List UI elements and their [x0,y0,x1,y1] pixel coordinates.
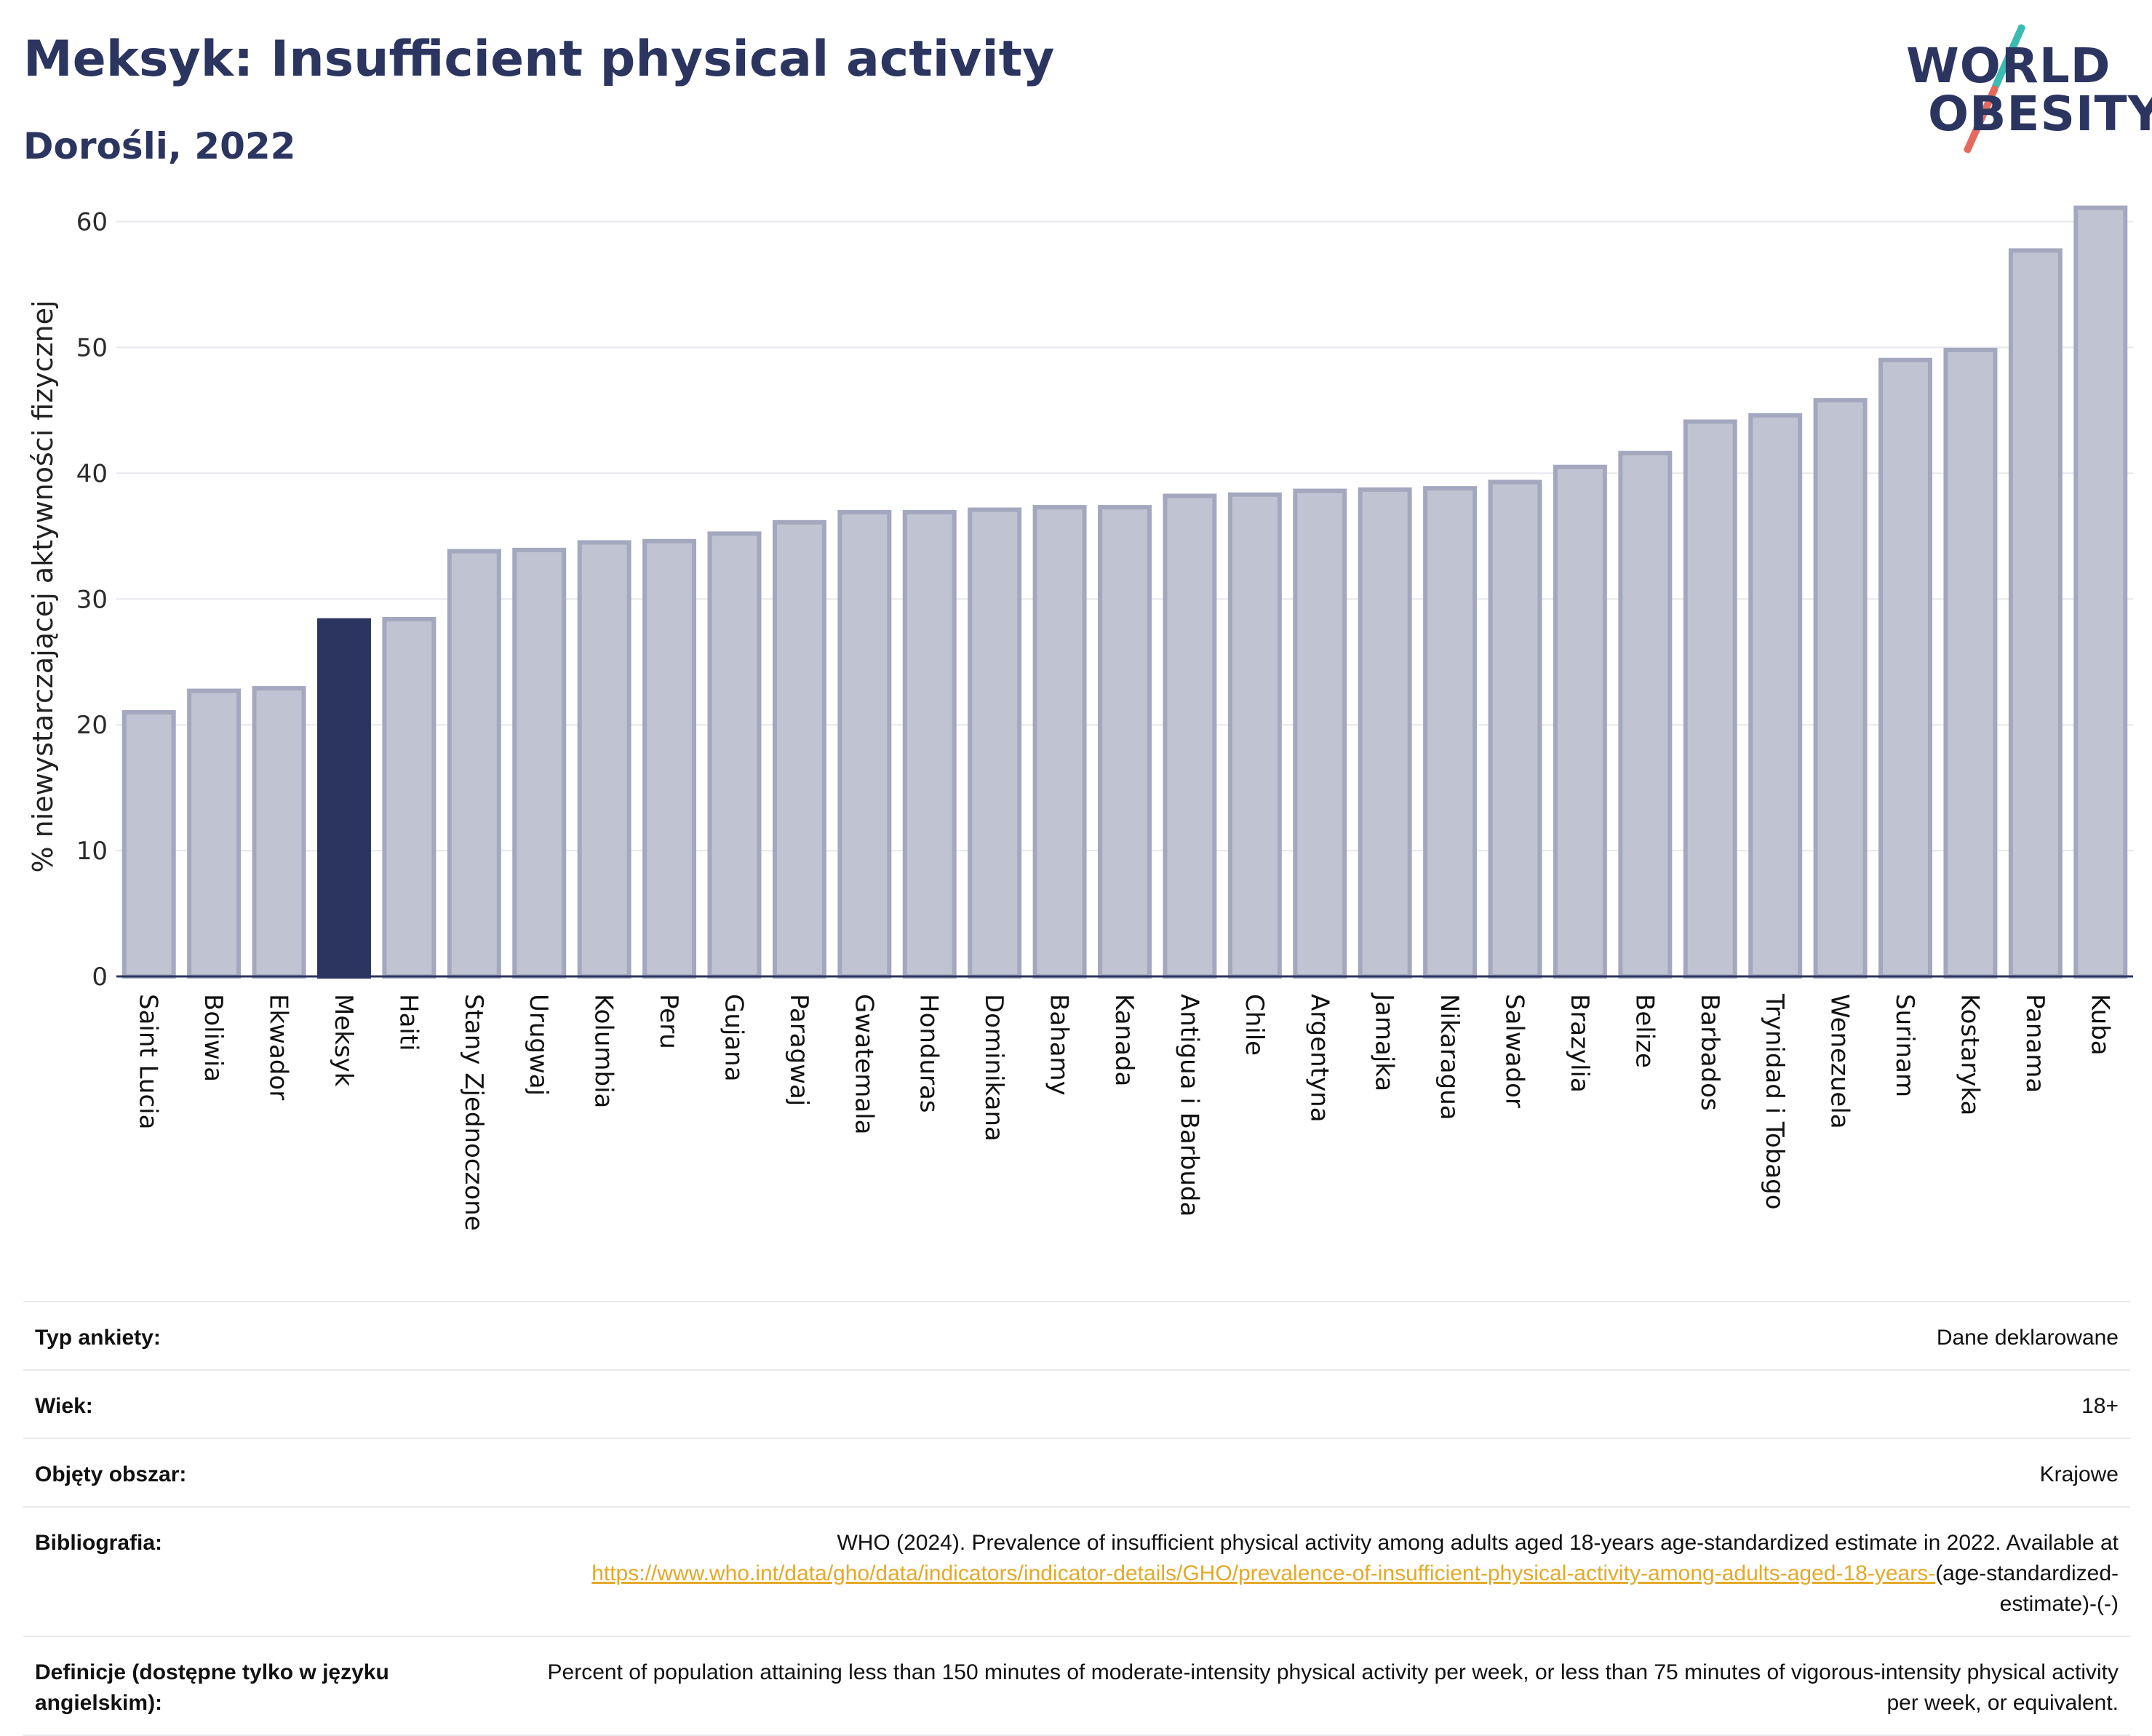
bar [447,549,501,979]
bar [1878,357,1933,979]
info-row-bibliography: Bibliografia: WHO (2024). Prevalence of … [23,1506,2130,1636]
y-tick-label: 0 [92,963,108,992]
bar [707,531,762,979]
bar [2008,248,2063,979]
x-tick-label: Boliwia [199,994,228,1082]
x-tick-label: Wenezuela [1825,994,1854,1129]
page-title: Meksyk: Insufficient physical activity [23,31,1055,88]
bar [2073,205,2128,979]
logo-word-world: WORLD [1906,38,2111,94]
bar [1943,347,1998,979]
bar [968,507,1022,979]
area-value: Krajowe [2039,1462,2119,1486]
bar [902,509,957,979]
bar [642,538,697,979]
x-tick-label: Kostaryka [1955,994,1984,1115]
y-tick-label: 30 [76,585,108,614]
bar [316,618,371,979]
world-obesity-logo: WORLD OBESITY [1892,22,2152,154]
x-tick-label: Gwatemala [849,994,878,1134]
survey-type-value: Dane deklarowane [1936,1326,2119,1350]
bar [837,509,892,979]
y-tick-label: 60 [76,208,108,237]
bar [1358,487,1412,979]
x-tick-label: Ekwador [264,994,293,1100]
bibliography-text: WHO (2024). Prevalence of insufficient p… [837,1531,2119,1555]
x-tick-label: Kanada [1109,994,1139,1086]
x-tick-label: Paragwaj [784,994,813,1106]
x-tick-label: Surinam [1890,994,1919,1097]
bar [1423,486,1478,979]
bar [252,686,306,979]
y-tick-label: 40 [76,459,108,488]
bibliography-suffix: (age-standardized-estimate)-(-) [1935,1561,2119,1616]
bar [1293,488,1347,979]
bar [187,688,242,979]
x-tick-label: Barbados [1695,994,1724,1111]
bibliography-label: Bibliografia: [35,1531,163,1555]
survey-type-label: Typ ankiety: [35,1326,161,1350]
age-label: Wiek: [35,1394,93,1418]
x-tick-label: Belize [1630,994,1659,1068]
bar-chart: 0 10 20 30 40 50 60 % niewystarczającej aktywno… [27,205,2133,1231]
x-tick-label: Argentyna [1304,994,1334,1123]
x-tick-label: Salwador [1500,994,1529,1108]
bar [512,547,567,979]
x-tick-label: Stany Zjednoczone [459,994,488,1231]
x-tick-label: Brazylia [1565,994,1594,1093]
bar [1098,505,1152,979]
area-label: Objęty obszar: [35,1462,187,1486]
bar [382,616,437,979]
bar [1813,398,1868,979]
info-row-survey-type: Typ ankiety: Dane deklarowane [23,1301,2130,1369]
y-tick-label: 50 [76,333,108,362]
x-tick-label: Gujana [719,994,748,1082]
info-table: Typ ankiety: Dane deklarowane Wiek: 18+ … [23,1301,2130,1736]
x-tick-label: Peru [654,994,683,1049]
bar [1227,492,1282,979]
bar [1488,479,1542,979]
x-tick-label: Meksyk [329,994,358,1087]
bar [577,540,631,979]
x-tick-label: Bahamy [1045,994,1074,1096]
definition-label: Definicje (dostępne tylko w języku angie… [35,1660,389,1715]
bar [1683,419,1737,979]
bibliography-value: WHO (2024). Prevalence of insufficient p… [518,1528,2119,1620]
bar [772,519,826,979]
logo-word-obesity: OBESITY [1928,86,2152,142]
bar [121,709,176,979]
x-tick-label: Haiti [394,994,423,1051]
bar [1748,413,1803,979]
x-tick-label: Urugwaj [524,994,553,1096]
x-tick-label: Nikaragua [1435,994,1464,1120]
x-tick-label: Kolumbia [589,994,618,1108]
bibliography-link[interactable]: https://www.who.int/data/gho/data/indica… [591,1561,1936,1585]
x-tick-label: Honduras [914,994,944,1113]
bar [1553,464,1607,979]
x-tick-label: Saint Lucia [134,994,163,1129]
y-tick-label: 10 [76,837,108,866]
definition-value: Percent of population attaining less tha… [547,1660,2119,1715]
x-tick-label: Jamajka [1370,992,1399,1091]
info-row-area: Objęty obszar: Krajowe [23,1438,2130,1506]
x-tick-label: Dominikana [979,994,1008,1142]
page-subtitle: Dorośli, 2022 [23,125,296,167]
bar [1163,493,1217,979]
x-tick-label: Trynidad i Tobago [1760,993,1789,1210]
x-tick-label: Antigua i Barbuda [1174,994,1203,1217]
info-row-age: Wiek: 18+ [23,1369,2130,1438]
info-row-definition: Definicje (dostępne tylko w języku angie… [23,1636,2130,1736]
y-axis-label: % niewystarczającej aktywności fizycznej [27,300,59,872]
bar [1032,505,1087,979]
x-tick-label: Panama [2020,994,2049,1093]
bar [1618,450,1673,979]
age-value: 18+ [2081,1394,2119,1418]
y-tick-label: 20 [76,711,108,740]
x-tick-label: Kuba [2085,994,2114,1056]
x-tick-label: Chile [1240,994,1269,1056]
